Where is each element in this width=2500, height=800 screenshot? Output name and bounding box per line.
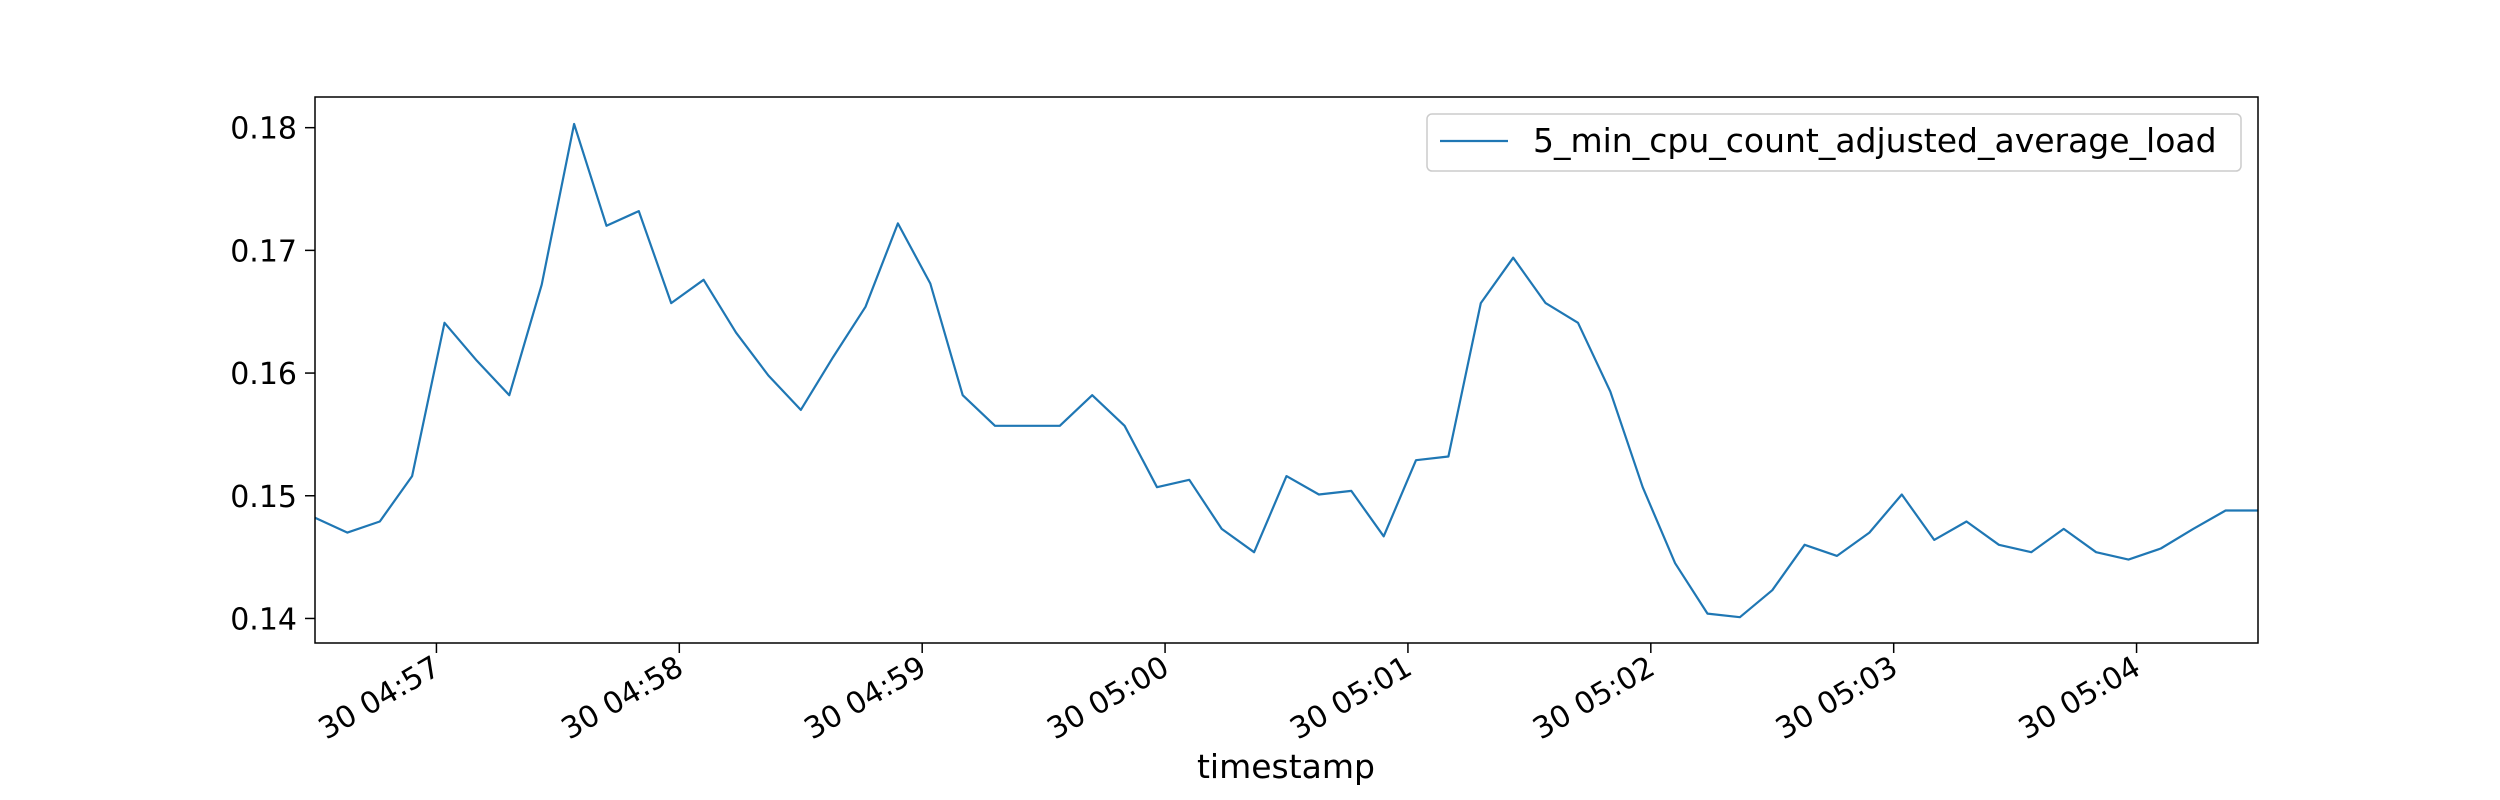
y-tick-label: 0.14 [230, 602, 297, 637]
legend: 5_min_cpu_count_adjusted_average_load [1426, 113, 2242, 172]
x-tick-label: 30 05:04 [2013, 650, 2147, 747]
y-tick-label: 0.18 [230, 112, 297, 147]
x-tick-label: 30 05:03 [1770, 650, 1904, 747]
x-tick-label: 30 05:02 [1527, 650, 1661, 747]
x-tick-label: 30 05:01 [1284, 650, 1418, 747]
x-axis-title: timestamp [1197, 747, 1375, 786]
x-tick-label: 30 05:00 [1041, 650, 1175, 747]
series-line [314, 122, 2258, 619]
y-tick-label: 0.17 [230, 234, 297, 269]
legend-label: 5_min_cpu_count_adjusted_average_load [1533, 121, 2217, 160]
y-tick-label: 0.16 [230, 357, 297, 392]
y-axis-ticks: 0.14 0.15 0.16 0.17 0.18 [230, 112, 315, 637]
x-axis-ticks: 30 04:57 30 04:58 30 04:59 30 05:00 30 05:01… [313, 643, 2147, 747]
x-tick-label: 30 04:59 [798, 650, 932, 747]
x-tick-label: 30 04:57 [313, 650, 447, 747]
y-tick-label: 0.15 [230, 480, 297, 515]
x-tick-label: 30 04:58 [556, 650, 690, 747]
plot-frame [314, 96, 2259, 644]
legend-box [1426, 113, 2242, 172]
